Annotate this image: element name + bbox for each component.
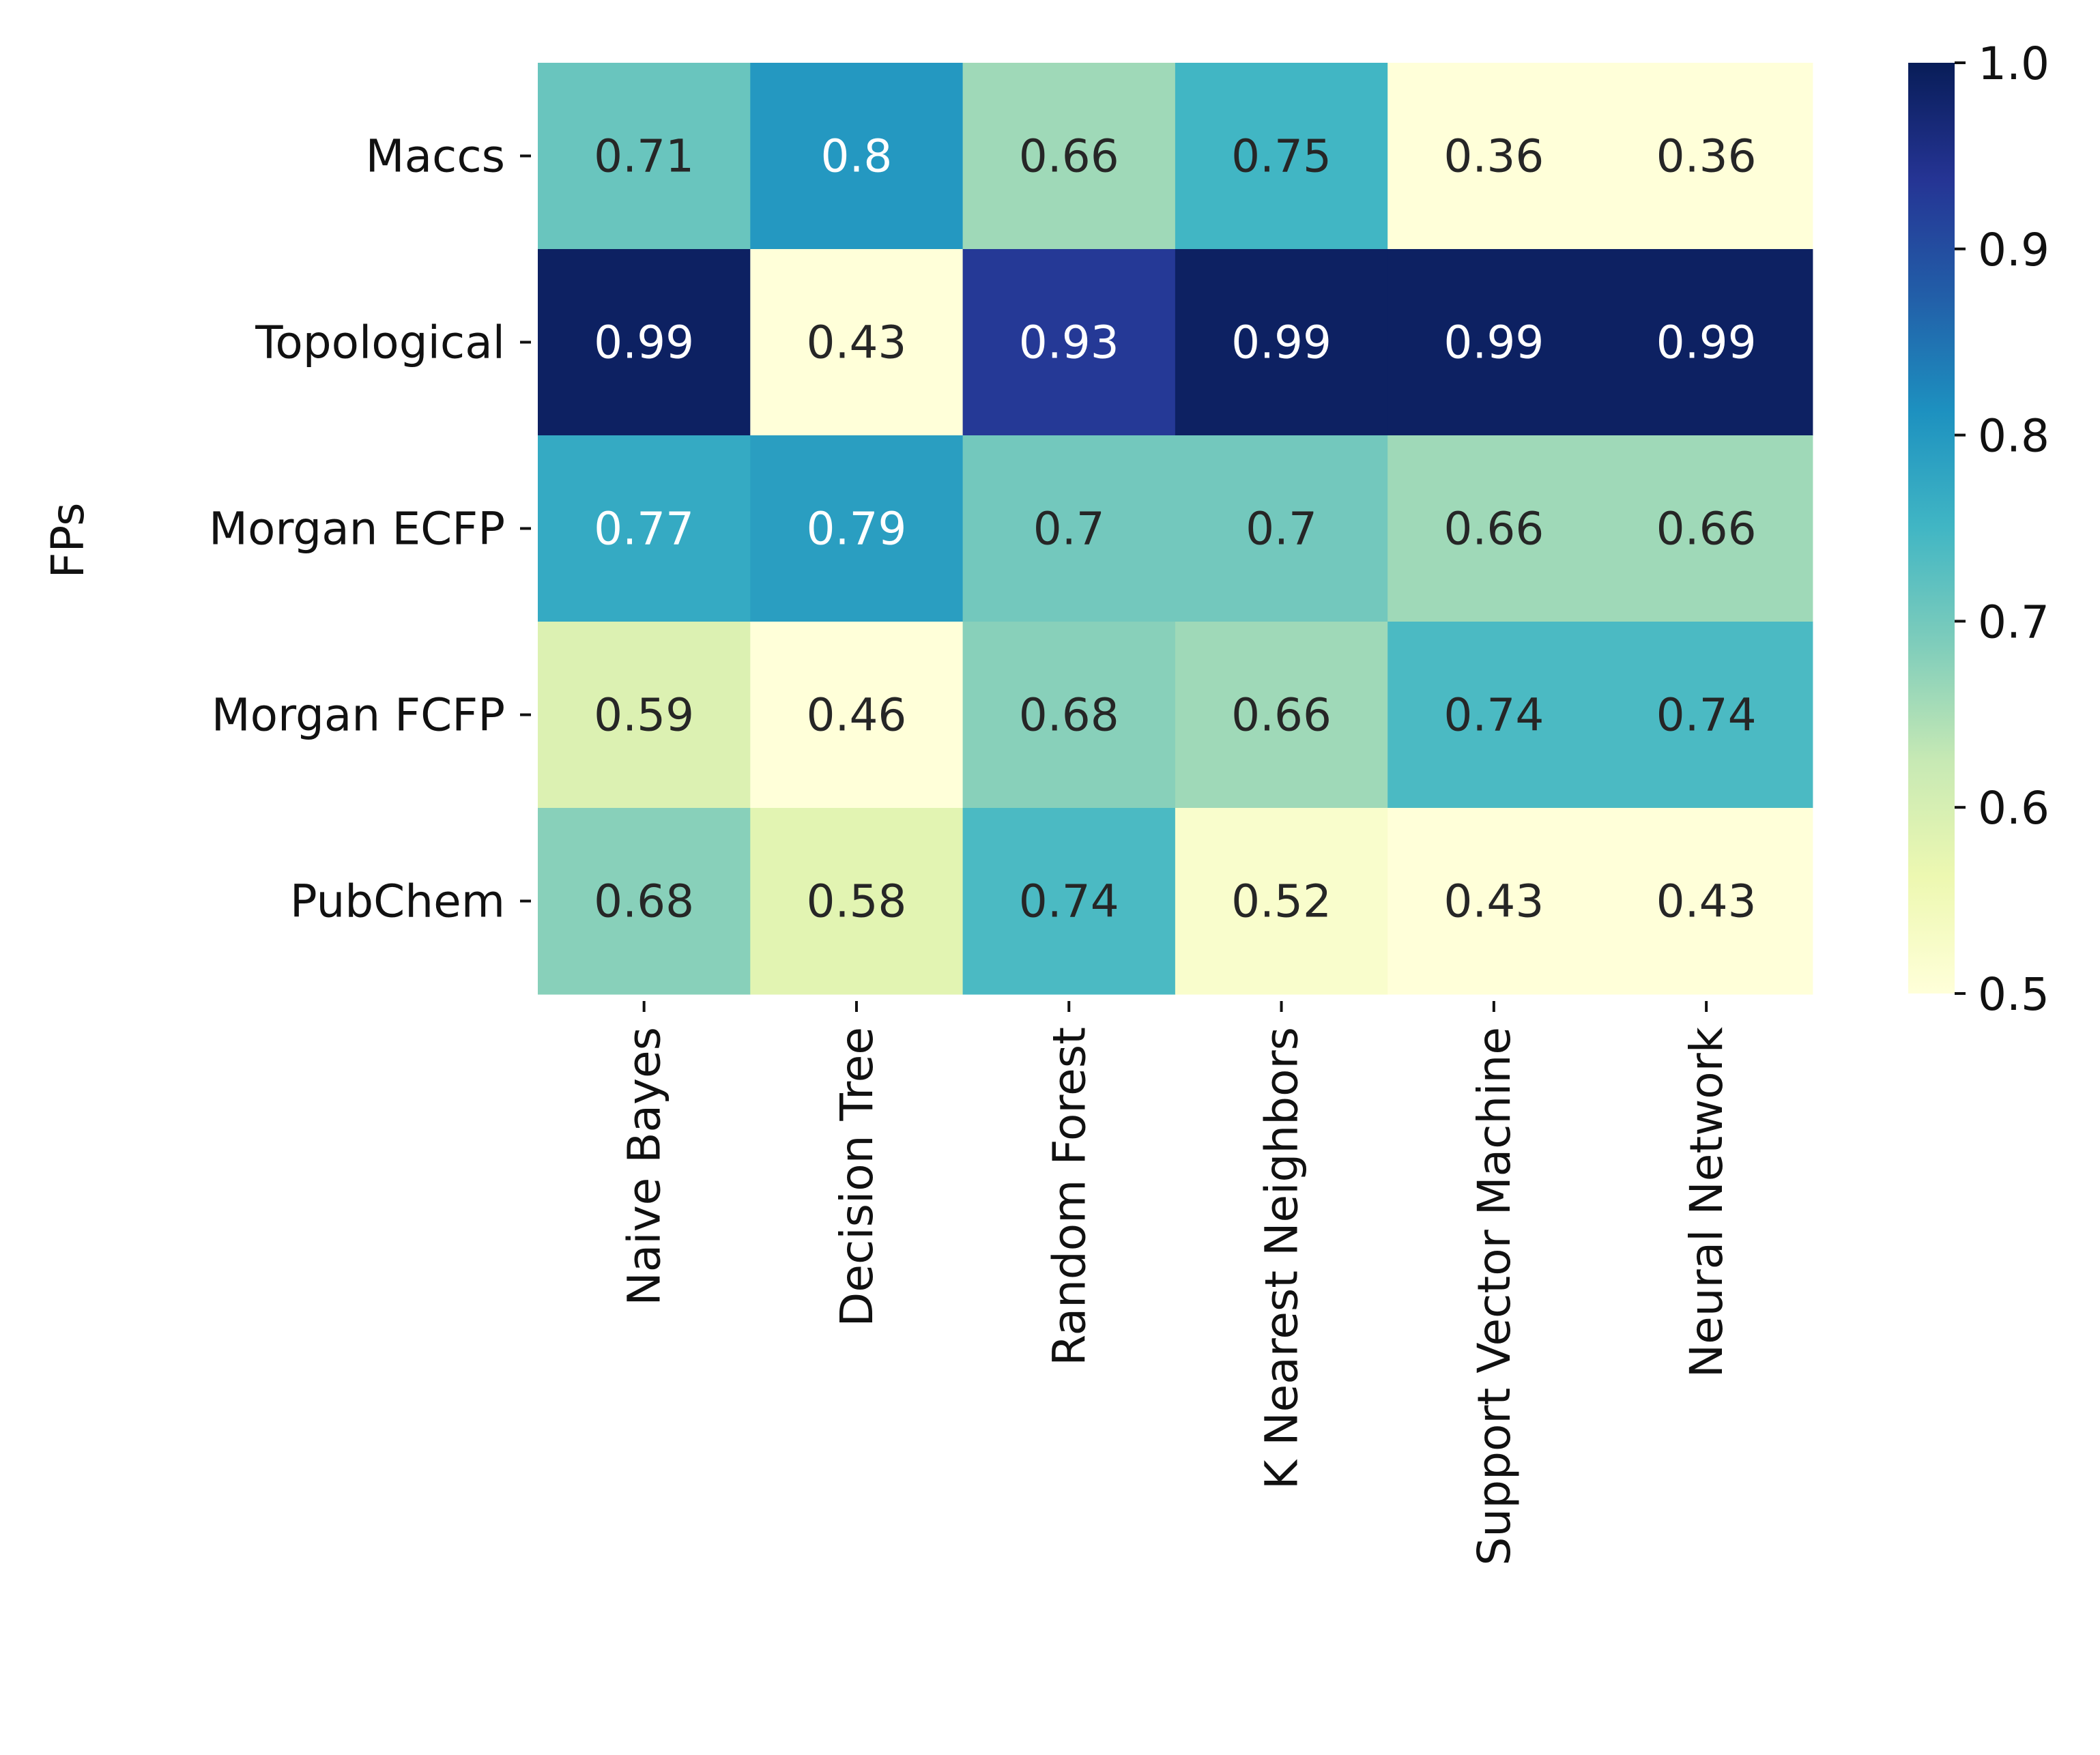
y-tick-label: Maccs	[366, 130, 505, 183]
cell-value-label: 0.74	[1443, 689, 1544, 742]
heatmap-cell	[1175, 249, 1388, 436]
colorbar-tick-label: 0.9	[1978, 224, 2049, 276]
heatmap-cell	[750, 435, 964, 622]
y-tick-label: Topological	[255, 317, 505, 369]
heatmap-cell	[750, 249, 964, 436]
cell-value-label: 0.66	[1443, 503, 1544, 555]
x-tick-label: Naive Bayes	[618, 1027, 671, 1306]
heatmap-cell	[1600, 622, 1813, 809]
colorbar-ticks: 0.5 0.6 0.7 0.8 0.9 1.0	[1955, 38, 2049, 1021]
heatmap-cell	[538, 622, 751, 809]
cell-value-label: 0.66	[1231, 689, 1332, 742]
heatmap-cell	[1387, 249, 1601, 436]
x-tick-label: Decision Tree	[831, 1027, 883, 1326]
colorbar-tick-label: 0.7	[1978, 596, 2049, 648]
x-tick-label: Neural Network	[1680, 1026, 1733, 1378]
cell-value-label: 0.66	[1019, 130, 1119, 183]
cell-value-label: 0.43	[1656, 875, 1757, 928]
y-tick-label: PubChem	[290, 875, 505, 928]
heatmap-cell	[750, 63, 964, 250]
heatmap-cells	[538, 63, 1813, 995]
heatmap-cell	[1175, 435, 1388, 622]
cell-value-label: 0.68	[594, 875, 694, 928]
x-tick-label: Support Vector Machine	[1468, 1027, 1521, 1565]
y-tick-label: Morgan ECFP	[209, 503, 505, 555]
cell-value-label: 0.58	[806, 875, 906, 928]
heatmap-cell	[1387, 622, 1601, 809]
heatmap-cell	[750, 622, 964, 809]
heatmap-cell	[1387, 808, 1601, 995]
y-axis: Maccs Topological Morgan ECFP Morgan FCFP Pu…	[209, 130, 531, 928]
cell-value-label: 0.66	[1656, 503, 1757, 555]
x-tick-label: Random Forest	[1043, 1027, 1095, 1366]
heatmap-cell	[962, 622, 1176, 809]
cell-value-label: 0.7	[1246, 503, 1317, 555]
cell-value-label: 0.93	[1019, 317, 1119, 369]
y-axis-title: FPs	[42, 503, 94, 579]
heatmap-cell	[1387, 435, 1601, 622]
heatmap-cell	[1387, 63, 1601, 250]
cell-value-label: 0.59	[594, 689, 694, 742]
heatmap-cell	[962, 435, 1176, 622]
cell-value-label: 0.99	[1656, 317, 1757, 369]
cell-value-label: 0.52	[1231, 875, 1332, 928]
heatmap-cell	[750, 808, 964, 995]
cell-value-label: 0.46	[806, 689, 906, 742]
heatmap-cell	[962, 808, 1176, 995]
colorbar-tick-label: 0.8	[1978, 410, 2049, 463]
colorbar-tick-label: 0.6	[1978, 782, 2049, 835]
colorbar-tick-label: 0.5	[1978, 968, 2049, 1021]
cell-value-label: 0.99	[594, 317, 694, 369]
cell-value-label: 0.71	[594, 130, 694, 183]
heatmap-cell	[962, 63, 1176, 250]
heatmap-cell	[1600, 435, 1813, 622]
cell-value-label: 0.36	[1656, 130, 1757, 183]
heatmap-cell-labels: 0.71 0.8 0.66 0.75 0.36 0.36 0.99 0.43 0.93 0.99 0…	[594, 130, 1756, 928]
cell-value-label: 0.8	[820, 130, 892, 183]
heatmap-cell	[1175, 63, 1388, 250]
heatmap-cell	[1600, 63, 1813, 250]
heatmap-cell	[538, 249, 751, 436]
colorbar-tick-label: 1.0	[1978, 38, 2049, 90]
cell-value-label: 0.77	[594, 503, 694, 555]
y-tick-label: Morgan FCFP	[212, 689, 505, 742]
heatmap-cell	[1175, 808, 1388, 995]
colorbar: 0.5 0.6 0.7 0.8 0.9 1.0	[1908, 38, 2049, 1021]
x-tick-label: K Nearest Neighbors	[1256, 1027, 1308, 1490]
cell-value-label: 0.7	[1033, 503, 1105, 555]
heatmap-cell	[1600, 249, 1813, 436]
x-axis: Naive Bayes Decision Tree Random Forest K N…	[618, 1001, 1733, 1565]
heatmap-cell	[538, 808, 751, 995]
colorbar-gradient	[1908, 63, 1955, 993]
cell-value-label: 0.43	[1443, 875, 1544, 928]
cell-value-label: 0.99	[1231, 317, 1332, 369]
cell-value-label: 0.75	[1231, 130, 1332, 183]
cell-value-label: 0.79	[806, 503, 906, 555]
heatmap-cell	[538, 63, 751, 250]
cell-value-label: 0.74	[1656, 689, 1757, 742]
cell-value-label: 0.43	[806, 317, 906, 369]
cell-value-label: 0.74	[1019, 875, 1119, 928]
heatmap-cell	[1600, 808, 1813, 995]
cell-value-label: 0.68	[1019, 689, 1119, 742]
heatmap-cell	[538, 435, 751, 622]
cell-value-label: 0.99	[1443, 317, 1544, 369]
heatmap-cell	[962, 249, 1176, 436]
heatmap-cell	[1175, 622, 1388, 809]
cell-value-label: 0.36	[1443, 130, 1544, 183]
